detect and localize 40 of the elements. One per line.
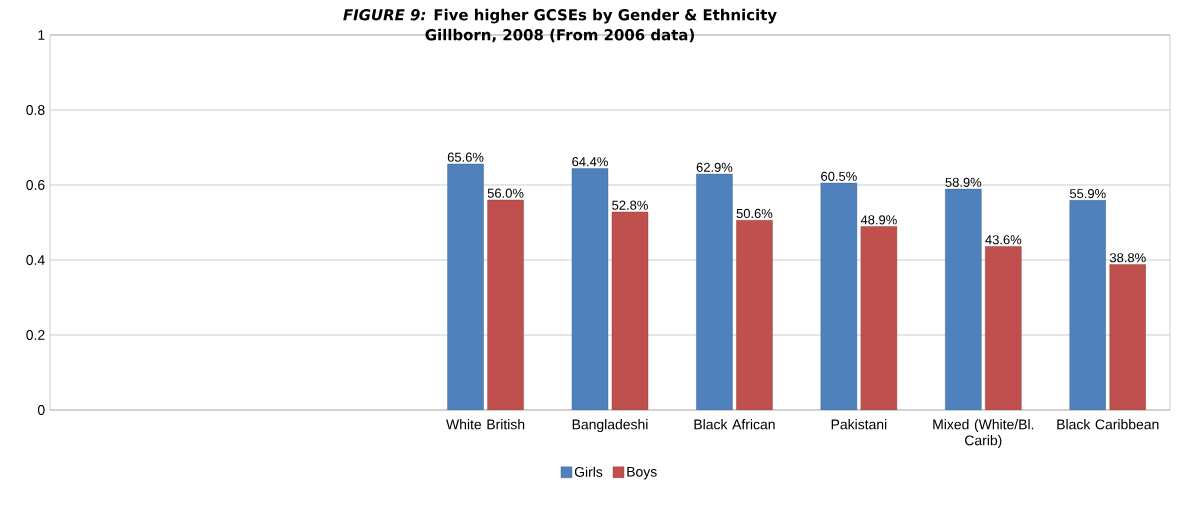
bar: [571, 168, 609, 410]
y-tick-label: 0: [37, 405, 45, 415]
data-label: 55.9%: [1069, 189, 1106, 199]
x-tick-label: White British: [446, 419, 525, 430]
x-tick-label: Black Caribbean: [1057, 419, 1159, 430]
y-tick-label: 0.2: [26, 330, 45, 340]
x-tick-label: Mixed (White/Bl. Carib): [933, 419, 1034, 449]
bar: [820, 182, 858, 410]
data-label: 58.9%: [945, 177, 982, 187]
x-tick-label: Black African: [694, 419, 775, 430]
bar: [611, 211, 649, 410]
data-label: 43.6%: [985, 235, 1022, 245]
data-label: 50.6%: [736, 208, 773, 219]
bar: [1069, 200, 1106, 410]
x-tick-label: Bangladeshi: [572, 419, 648, 433]
legend-label: Girls: [574, 466, 603, 477]
chart-subtitle: Gillborn, 2008 (From 2006 data): [425, 28, 694, 43]
data-label: 65.6%: [447, 152, 484, 162]
bar: [736, 220, 773, 410]
bar: [1109, 264, 1146, 410]
data-label: 64.4%: [572, 157, 608, 167]
y-tick-label: 0.8: [26, 105, 45, 115]
data-label: 48.9%: [860, 215, 897, 225]
x-tick-label: Pakistani: [831, 419, 887, 430]
data-label: 62.9%: [696, 162, 733, 172]
data-label: 52.8%: [612, 200, 648, 210]
data-label: 60.5%: [821, 171, 857, 181]
chart-title: FIGURE 9: Five higher GCSEs by Gender & Ethnicity: [343, 8, 777, 24]
legend-label: Boys: [627, 466, 657, 480]
y-tick-label: 0.6: [26, 180, 45, 190]
bar: [860, 226, 898, 410]
data-label: 38.8%: [1109, 253, 1146, 263]
bar: [696, 173, 733, 410]
bar: [985, 246, 1022, 410]
data-label: 56.0%: [487, 188, 524, 198]
y-tick-label: 0.4: [26, 255, 45, 265]
bar: [487, 199, 524, 410]
bar: [945, 188, 982, 410]
bar: [447, 163, 484, 410]
y-tick-label: 1: [38, 30, 45, 40]
